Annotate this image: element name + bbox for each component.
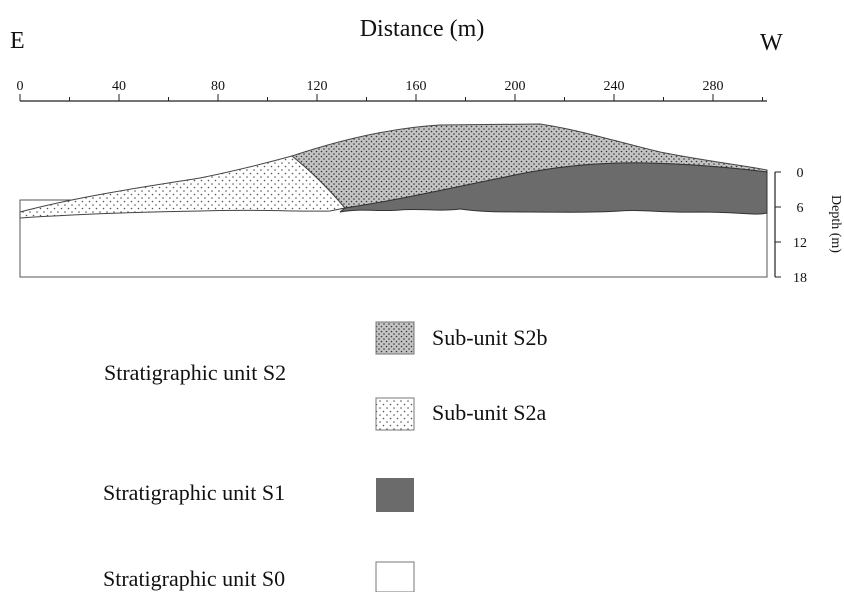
tick-label: 12	[793, 236, 807, 251]
unit-s2a	[19, 155, 346, 219]
tick-label: 0	[797, 166, 804, 181]
legend-swatch	[375, 321, 415, 355]
tick-label: 0	[17, 79, 24, 94]
legend-label: Stratigraphic unit S0	[103, 566, 285, 591]
tick-label: 120	[307, 79, 328, 94]
tick-label: 18	[793, 271, 807, 286]
legend-swatch	[376, 478, 414, 512]
tick-label: 160	[406, 79, 427, 94]
depth-ticks: 0 6 12 18	[775, 166, 807, 286]
distance-ticks: 0 40 80 120 160 200 240 280	[17, 79, 763, 101]
tick-label: 80	[211, 79, 225, 94]
tick-label: 280	[703, 79, 724, 94]
west-label: W	[760, 30, 783, 56]
tick-label: 200	[505, 79, 526, 94]
legend-swatch	[375, 397, 415, 431]
legend-label: Stratigraphic unit S1	[103, 480, 285, 505]
axis-title: Distance (m)	[360, 16, 485, 42]
legend-label: Stratigraphic unit S2	[104, 360, 286, 385]
east-label: E	[10, 28, 25, 54]
legend-label: Sub-unit S2a	[432, 400, 547, 425]
tick-label: 40	[112, 79, 126, 94]
unit-s0	[19, 199, 768, 278]
tick-label: 6	[797, 201, 804, 216]
legend-label: Sub-unit S2b	[432, 325, 548, 350]
unit-s1	[339, 162, 768, 215]
legend-swatch	[375, 561, 415, 592]
depth-label: Depth (m)	[828, 195, 843, 253]
tick-label: 240	[604, 79, 625, 94]
